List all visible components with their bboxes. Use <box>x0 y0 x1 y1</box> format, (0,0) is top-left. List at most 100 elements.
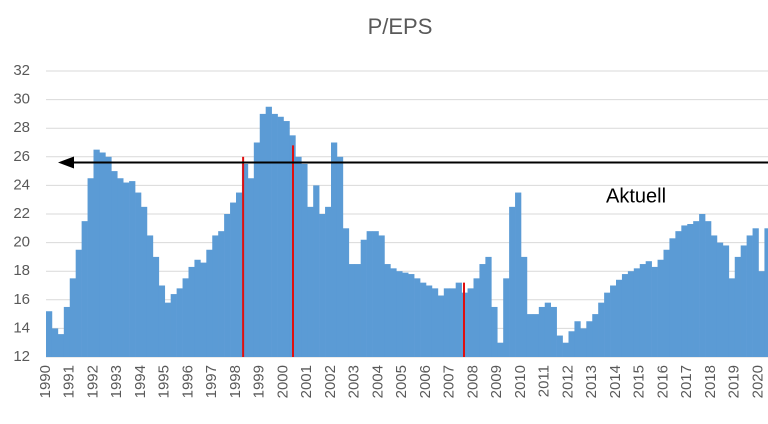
bar <box>740 245 747 357</box>
bar <box>117 178 124 357</box>
bar <box>283 121 290 357</box>
bar <box>764 228 768 357</box>
bar <box>99 152 106 357</box>
annotation-label: Aktuell <box>606 185 666 207</box>
x-tick-label: 2010 <box>512 365 529 398</box>
bar <box>69 278 76 357</box>
bar <box>384 264 391 357</box>
chart-title: P/EPS <box>368 14 433 39</box>
x-tick-label: 2000 <box>274 365 291 398</box>
y-tick-label: 26 <box>13 148 30 165</box>
bar <box>366 231 373 357</box>
bar <box>57 334 65 357</box>
bar <box>63 306 71 357</box>
bar <box>313 185 320 357</box>
y-tick-label: 18 <box>13 262 30 279</box>
x-tick-label: 2015 <box>631 365 648 398</box>
bar <box>645 261 652 357</box>
x-tick-label: 1995 <box>156 365 173 398</box>
y-tick-label: 32 <box>13 62 30 79</box>
bar <box>348 264 356 357</box>
bar <box>479 264 486 357</box>
bar <box>182 278 189 357</box>
bar <box>342 228 350 357</box>
bar <box>325 206 332 357</box>
bar <box>265 106 272 357</box>
bar <box>550 306 557 357</box>
bar <box>699 214 706 357</box>
bar <box>568 331 575 357</box>
bar <box>307 206 314 357</box>
bar <box>538 306 546 357</box>
x-tick-label: 1992 <box>84 365 101 398</box>
x-tick-label: 2007 <box>441 365 458 398</box>
bar <box>372 231 379 357</box>
bar <box>592 314 599 357</box>
x-tick-label: 1994 <box>132 365 149 398</box>
bar <box>681 225 688 357</box>
y-tick-label: 22 <box>13 205 30 222</box>
x-tick-label: 2014 <box>607 365 624 398</box>
bar <box>152 256 160 357</box>
bar <box>443 288 451 357</box>
bar <box>224 214 231 357</box>
x-tick-label: 2003 <box>346 365 363 398</box>
bar <box>105 156 112 357</box>
x-tick-label: 2020 <box>749 365 766 398</box>
x-tick-label: 2005 <box>393 365 410 398</box>
bar <box>639 264 646 357</box>
bar <box>176 288 183 357</box>
bar <box>194 259 201 357</box>
x-tick-label: 1998 <box>227 365 244 398</box>
y-tick-label: 14 <box>13 319 30 336</box>
bar <box>657 259 664 357</box>
bar <box>521 256 528 357</box>
arrow-head <box>58 156 74 169</box>
bar <box>455 282 462 357</box>
bar <box>651 266 658 357</box>
bar <box>663 249 670 357</box>
x-tick-label: 1993 <box>108 365 125 398</box>
bar <box>354 264 361 357</box>
x-tick-label: 2006 <box>417 365 434 398</box>
bar <box>515 192 522 357</box>
bar <box>206 249 213 357</box>
y-tick-label: 16 <box>13 291 30 308</box>
bar <box>734 256 741 357</box>
y-tick-label: 20 <box>13 234 30 251</box>
bar <box>633 268 641 357</box>
x-tick-label: 2012 <box>559 365 576 398</box>
bar <box>604 292 611 357</box>
bar <box>616 279 623 357</box>
bar <box>158 285 166 357</box>
bar <box>705 221 712 357</box>
bar <box>378 235 385 357</box>
bar <box>746 235 753 357</box>
bar <box>503 278 510 357</box>
bar <box>532 314 540 357</box>
bar <box>562 342 569 357</box>
bars <box>46 106 768 358</box>
x-tick-label: 1990 <box>37 365 54 398</box>
bar <box>111 171 118 357</box>
x-tick-label: 2016 <box>654 365 671 398</box>
bar <box>598 302 605 357</box>
bar <box>188 266 195 357</box>
bar <box>81 221 88 357</box>
x-tick-label: 2018 <box>702 365 719 398</box>
bar <box>75 249 82 357</box>
highlight-bar <box>292 145 294 357</box>
bar <box>396 271 403 357</box>
bar <box>170 294 177 357</box>
bar <box>544 302 551 357</box>
bar <box>123 182 130 357</box>
x-tick-label: 2013 <box>583 365 600 398</box>
bar <box>449 288 456 357</box>
highlight-bar <box>463 282 465 357</box>
bar <box>390 268 397 357</box>
bar <box>218 231 225 357</box>
bar <box>277 116 284 357</box>
y-tick-label: 24 <box>13 176 30 193</box>
x-tick-label: 2017 <box>678 365 695 398</box>
bar <box>129 181 136 357</box>
